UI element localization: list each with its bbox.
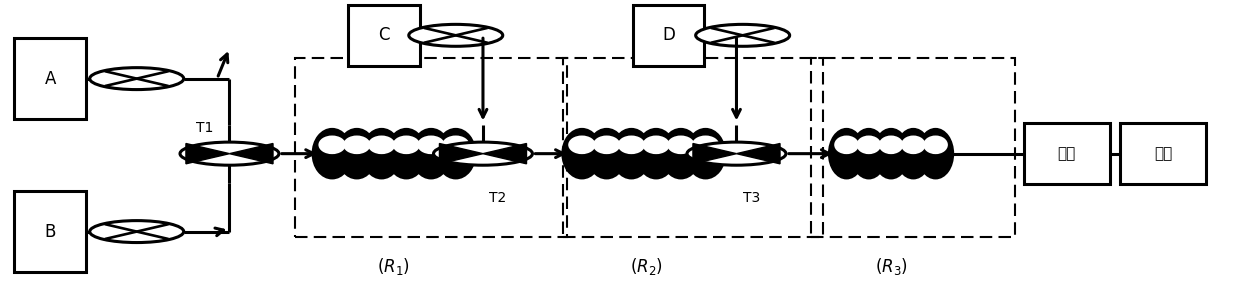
Ellipse shape bbox=[417, 135, 444, 154]
Circle shape bbox=[89, 68, 183, 90]
Ellipse shape bbox=[636, 129, 676, 178]
Circle shape bbox=[433, 142, 532, 165]
Ellipse shape bbox=[661, 129, 701, 178]
Ellipse shape bbox=[313, 129, 352, 178]
Ellipse shape bbox=[442, 135, 469, 154]
Ellipse shape bbox=[363, 129, 401, 178]
Circle shape bbox=[687, 142, 786, 165]
Ellipse shape bbox=[568, 135, 595, 154]
Text: $(R_2)$: $(R_2)$ bbox=[630, 256, 662, 277]
Text: D: D bbox=[662, 26, 675, 44]
Polygon shape bbox=[439, 144, 483, 164]
Ellipse shape bbox=[612, 129, 651, 178]
Circle shape bbox=[180, 142, 279, 165]
Ellipse shape bbox=[392, 135, 420, 154]
Ellipse shape bbox=[692, 135, 719, 154]
Bar bbox=[295, 58, 567, 237]
Ellipse shape bbox=[879, 135, 904, 154]
Ellipse shape bbox=[829, 129, 864, 178]
Bar bbox=[15, 38, 85, 119]
Text: T2: T2 bbox=[489, 191, 506, 205]
Ellipse shape bbox=[387, 129, 426, 178]
Bar bbox=[15, 191, 85, 272]
Text: T3: T3 bbox=[743, 191, 760, 205]
Ellipse shape bbox=[318, 135, 345, 154]
Ellipse shape bbox=[343, 135, 370, 154]
Ellipse shape bbox=[618, 135, 645, 154]
Bar bbox=[348, 5, 420, 66]
Polygon shape bbox=[693, 144, 737, 164]
Polygon shape bbox=[229, 144, 274, 164]
Ellipse shape bbox=[924, 135, 948, 154]
Ellipse shape bbox=[901, 135, 926, 154]
Ellipse shape bbox=[643, 135, 670, 154]
Polygon shape bbox=[186, 144, 229, 164]
Ellipse shape bbox=[852, 129, 886, 178]
Text: 水析: 水析 bbox=[1057, 146, 1076, 161]
Ellipse shape bbox=[412, 129, 451, 178]
Text: A: A bbox=[45, 70, 56, 88]
Ellipse shape bbox=[338, 129, 376, 178]
Polygon shape bbox=[737, 144, 780, 164]
Bar bbox=[1120, 123, 1206, 184]
Bar bbox=[1024, 123, 1109, 184]
Ellipse shape bbox=[437, 129, 475, 178]
Ellipse shape bbox=[368, 135, 395, 154]
Bar bbox=[563, 58, 823, 237]
Circle shape bbox=[409, 24, 503, 46]
Text: T1: T1 bbox=[196, 121, 213, 135]
Ellipse shape bbox=[562, 129, 602, 178]
Text: B: B bbox=[45, 223, 56, 241]
Ellipse shape bbox=[874, 129, 909, 178]
Text: C: C bbox=[379, 26, 390, 44]
Polygon shape bbox=[483, 144, 526, 164]
Bar bbox=[633, 5, 704, 66]
Ellipse shape bbox=[896, 129, 931, 178]
Text: $(R_3)$: $(R_3)$ bbox=[874, 256, 907, 277]
Ellipse shape bbox=[919, 129, 953, 178]
Ellipse shape bbox=[593, 135, 620, 154]
Ellipse shape bbox=[587, 129, 626, 178]
Ellipse shape bbox=[686, 129, 724, 178]
Ellipse shape bbox=[667, 135, 695, 154]
Ellipse shape bbox=[834, 135, 859, 154]
Text: 产品: 产品 bbox=[1154, 146, 1172, 161]
Bar bbox=[811, 58, 1015, 237]
Ellipse shape bbox=[857, 135, 881, 154]
Circle shape bbox=[696, 24, 790, 46]
Text: $(R_1)$: $(R_1)$ bbox=[378, 256, 411, 277]
Circle shape bbox=[89, 221, 183, 242]
